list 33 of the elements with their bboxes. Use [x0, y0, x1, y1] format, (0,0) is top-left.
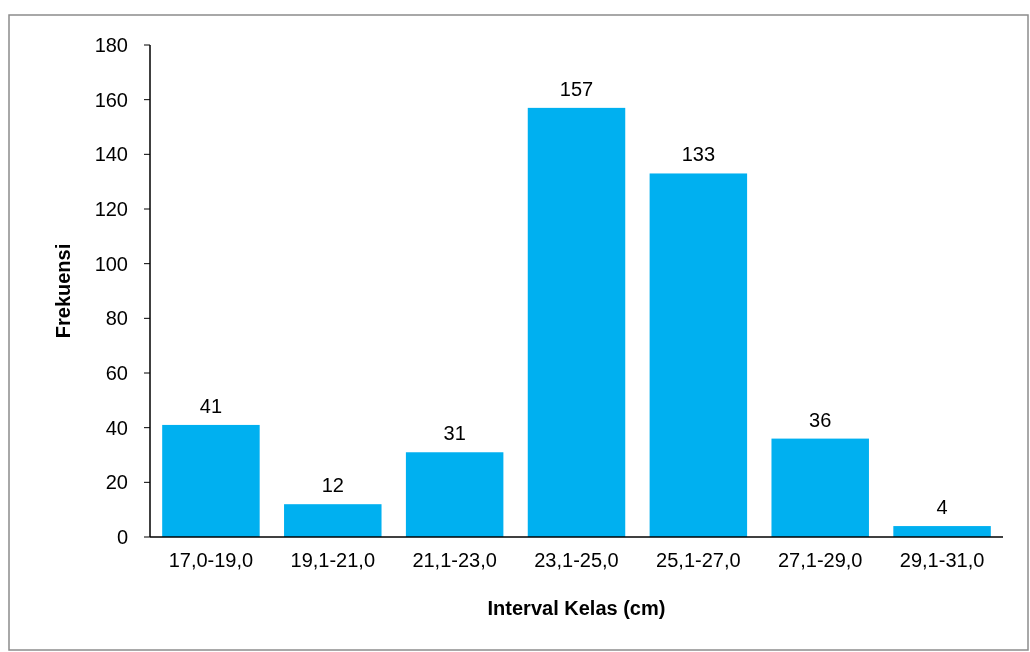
- bar: [405, 452, 504, 537]
- x-tick-label: 29,1-31,0: [899, 549, 985, 571]
- y-tick-label: 0: [116, 526, 128, 548]
- bar: [893, 526, 991, 537]
- y-tick-label: 140: [94, 143, 128, 166]
- y-tick-label: 80: [105, 307, 128, 330]
- data-label: 41: [199, 394, 223, 417]
- x-tick-label: 17,0-19,0: [168, 549, 254, 571]
- data-label: 12: [321, 474, 344, 497]
- bar: [284, 504, 382, 537]
- y-tick-label: 120: [94, 198, 128, 220]
- data-label: 133: [681, 143, 716, 166]
- x-tick-label: 19,1-21,0: [290, 549, 376, 571]
- x-axis-title: Interval Kelas (cm): [487, 597, 666, 619]
- bar: [771, 438, 869, 537]
- y-tick-label: 20: [105, 471, 128, 494]
- bar: [649, 173, 748, 537]
- x-tick-label: 27,1-29,0: [777, 549, 863, 571]
- data-label: 4: [936, 496, 948, 519]
- data-label: 36: [809, 408, 832, 431]
- data-label: 157: [559, 77, 594, 100]
- y-tick-label: 160: [94, 88, 128, 111]
- y-tick-label: 180: [94, 34, 128, 56]
- y-tick-label: 100: [94, 252, 128, 275]
- data-label: 31: [443, 422, 466, 445]
- y-axis-title: Frekuensi: [52, 243, 74, 339]
- x-tick-label: 25,1-27,0: [656, 549, 741, 571]
- bar: [527, 107, 626, 537]
- y-tick-label: 60: [105, 362, 128, 384]
- x-tick-label: 21,1-23,0: [412, 549, 497, 571]
- bar: [162, 424, 260, 537]
- x-tick-label: 23,1-25,0: [534, 549, 619, 571]
- y-tick-label: 40: [105, 416, 128, 439]
